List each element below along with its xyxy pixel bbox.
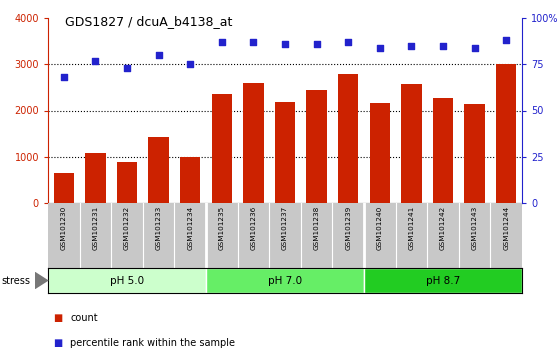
Bar <box>206 268 364 293</box>
Text: GSM101233: GSM101233 <box>156 206 162 251</box>
Bar <box>48 268 206 293</box>
Point <box>186 61 195 67</box>
Bar <box>116 162 137 203</box>
Point <box>59 74 68 80</box>
Text: stress: stress <box>1 275 30 285</box>
Text: GSM101235: GSM101235 <box>219 206 225 251</box>
Point <box>123 65 132 71</box>
Bar <box>85 153 106 203</box>
Bar <box>275 102 295 203</box>
Point <box>344 39 353 45</box>
Bar <box>370 103 390 203</box>
Point <box>375 45 384 50</box>
Polygon shape <box>35 272 49 290</box>
Text: GSM101243: GSM101243 <box>472 206 478 251</box>
Text: GSM101241: GSM101241 <box>408 206 414 251</box>
Point <box>281 41 290 47</box>
Text: GSM101236: GSM101236 <box>250 206 256 251</box>
Bar <box>180 157 200 203</box>
Text: GSM101234: GSM101234 <box>187 206 193 251</box>
Text: GSM101237: GSM101237 <box>282 206 288 251</box>
Point <box>312 41 321 47</box>
Bar <box>148 137 169 203</box>
Point <box>470 45 479 50</box>
Text: pH 5.0: pH 5.0 <box>110 275 144 285</box>
Text: GSM101244: GSM101244 <box>503 206 509 251</box>
Bar <box>364 268 522 293</box>
Text: ■: ■ <box>54 313 63 323</box>
Text: ■: ■ <box>54 338 63 348</box>
Point <box>217 39 226 45</box>
Bar <box>401 84 422 203</box>
Text: GSM101239: GSM101239 <box>345 206 351 251</box>
Text: GSM101231: GSM101231 <box>92 206 99 251</box>
Point <box>249 39 258 45</box>
Bar <box>496 64 516 203</box>
Text: GSM101238: GSM101238 <box>314 206 320 251</box>
Bar <box>306 90 327 203</box>
Point <box>154 52 163 58</box>
Bar <box>464 104 485 203</box>
Text: percentile rank within the sample: percentile rank within the sample <box>71 338 235 348</box>
Point <box>91 58 100 63</box>
Text: GSM101240: GSM101240 <box>377 206 383 251</box>
Bar <box>54 173 74 203</box>
Text: GDS1827 / dcuA_b4138_at: GDS1827 / dcuA_b4138_at <box>65 15 232 28</box>
Text: GSM101242: GSM101242 <box>440 206 446 251</box>
Point <box>502 38 511 43</box>
Bar <box>243 83 264 203</box>
Text: pH 7.0: pH 7.0 <box>268 275 302 285</box>
Bar <box>338 74 358 203</box>
Text: GSM101232: GSM101232 <box>124 206 130 251</box>
Point <box>438 43 447 48</box>
Text: count: count <box>71 313 98 323</box>
Bar <box>212 94 232 203</box>
Point <box>407 43 416 48</box>
Bar <box>433 98 453 203</box>
Text: GSM101230: GSM101230 <box>61 206 67 251</box>
Text: pH 8.7: pH 8.7 <box>426 275 460 285</box>
